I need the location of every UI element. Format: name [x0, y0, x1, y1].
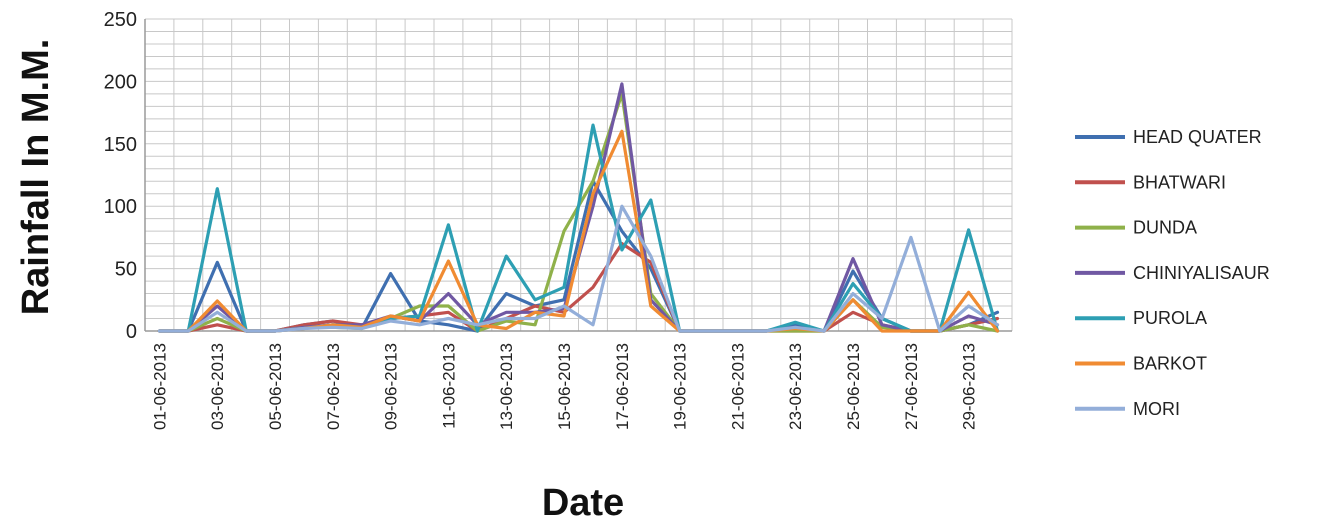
x-tick-label: 01-06-2013 [150, 343, 169, 430]
x-tick-label: 03-06-2013 [208, 343, 227, 430]
y-tick-labels: 0 50 100 150 200 250 [104, 9, 137, 343]
x-tick-label: 05-06-2013 [266, 343, 285, 430]
legend-label: MORI [1133, 399, 1180, 419]
x-tick-label: 11-06-2013 [439, 343, 458, 429]
y-tick-label: 50 [115, 259, 137, 281]
x-tick-label: 25-06-2013 [844, 343, 863, 430]
x-tick-label: 23-06-2013 [786, 343, 805, 430]
x-tick-labels: 01-06-2013 03-06-2013 05-06-2013 07-06-2013… [150, 343, 978, 430]
x-tick-label: 27-06-2013 [902, 343, 921, 430]
y-tick-label: 0 [126, 321, 137, 343]
x-axis-title: Date [542, 482, 624, 523]
series-line [157, 242, 1000, 333]
x-tick-label: 21-06-2013 [728, 343, 747, 430]
x-tick-label: 17-06-2013 [613, 343, 632, 430]
legend-label: BHATWARI [1133, 172, 1226, 192]
y-tick-label: 150 [104, 134, 137, 156]
legend-label: PUROLA [1133, 308, 1207, 328]
y-tick-label: 250 [104, 9, 137, 31]
legend-label: BARKOT [1133, 354, 1207, 374]
y-axis-title: Rainfall In M.M. [15, 39, 57, 316]
y-tick-label: 200 [104, 71, 137, 93]
series-line [157, 204, 1000, 333]
x-tick-label: 07-06-2013 [324, 343, 343, 430]
legend-label: DUNDA [1133, 218, 1197, 238]
y-tick-label: 100 [104, 196, 137, 218]
legend-label: CHINIYALISAUR [1133, 263, 1270, 283]
x-tick-label: 29-06-2013 [960, 343, 979, 430]
gridlines [144, 18, 1013, 332]
series-lines [157, 82, 1000, 333]
x-tick-label: 15-06-2013 [555, 343, 574, 430]
x-tick-label: 13-06-2013 [497, 343, 516, 430]
legend-label: HEAD QUATER [1133, 127, 1262, 147]
legend: HEAD QUATER BHATWARI DUNDA CHINIYALISAUR PUR… [1075, 127, 1270, 419]
x-tick-label: 19-06-2013 [671, 343, 690, 430]
x-tick-label: 09-06-2013 [382, 343, 401, 430]
